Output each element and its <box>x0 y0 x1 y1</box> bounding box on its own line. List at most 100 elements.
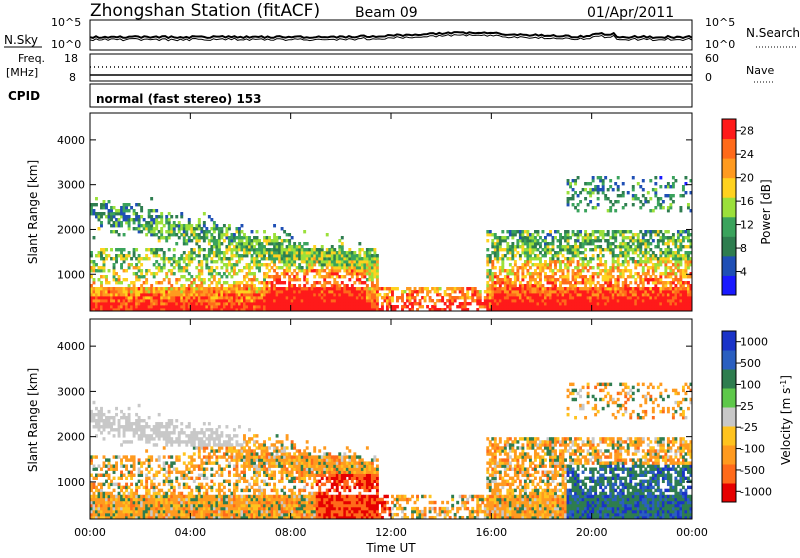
range-time-cell <box>248 290 251 293</box>
range-time-cell <box>639 287 642 290</box>
range-time-cell <box>667 266 670 269</box>
range-time-cell <box>617 230 620 233</box>
range-time-cell <box>258 266 261 269</box>
range-time-cell <box>519 236 522 239</box>
range-time-cell <box>293 302 296 305</box>
range-time-cell <box>519 281 522 284</box>
range-time-cell <box>687 290 690 293</box>
range-time-cell <box>572 248 575 251</box>
range-time-cell <box>125 215 128 218</box>
range-time-cell <box>163 492 166 495</box>
range-time-cell <box>120 464 123 467</box>
range-time-cell <box>644 263 647 266</box>
range-time-cell <box>100 467 103 470</box>
range-time-cell <box>105 471 108 474</box>
range-time-cell <box>178 290 181 293</box>
range-time-cell <box>128 209 131 212</box>
range-time-cell <box>243 293 246 296</box>
range-time-cell <box>311 302 314 305</box>
range-time-cell <box>351 296 354 299</box>
range-time-cell <box>153 302 156 305</box>
range-time-cell <box>98 495 101 498</box>
range-time-cell <box>308 257 311 260</box>
range-time-cell <box>406 287 409 290</box>
range-time-cell <box>306 305 309 308</box>
range-time-cell <box>667 239 670 242</box>
range-time-cell <box>348 257 351 260</box>
range-time-cell <box>647 266 650 269</box>
range-time-cell <box>238 290 241 293</box>
range-time-cell <box>276 290 279 293</box>
range-time-cell <box>128 227 131 230</box>
range-time-cell <box>652 263 655 266</box>
range-time-cell <box>273 245 276 248</box>
range-time-cell <box>291 257 294 260</box>
range-time-cell <box>110 501 113 504</box>
range-time-cell <box>617 194 620 197</box>
range-time-cell <box>273 284 276 287</box>
range-time-cell <box>316 251 319 254</box>
range-time-cell <box>597 257 600 260</box>
range-time-cell <box>155 458 158 461</box>
range-time-cell <box>281 254 284 257</box>
range-time-cell <box>115 455 118 458</box>
range-time-cell <box>225 236 228 239</box>
range-time-cell <box>220 296 223 299</box>
range-time-cell <box>567 191 570 194</box>
range-time-cell <box>501 230 504 233</box>
range-time-cell <box>582 296 585 299</box>
range-time-cell <box>246 284 249 287</box>
range-time-cell <box>559 245 562 248</box>
range-time-cell <box>652 269 655 272</box>
range-time-cell <box>479 293 482 296</box>
range-time-cell <box>118 293 121 296</box>
range-time-cell <box>662 239 665 242</box>
range-time-cell <box>667 182 670 185</box>
range-time-cell <box>619 233 622 236</box>
range-time-cell <box>617 299 620 302</box>
range-time-cell <box>145 425 148 428</box>
range-time-cell <box>614 260 617 263</box>
range-time-cell <box>657 281 660 284</box>
range-time-cell <box>511 254 514 257</box>
range-time-cell <box>363 260 366 263</box>
range-time-cell <box>589 302 592 305</box>
range-time-cell <box>356 260 359 263</box>
range-time-cell <box>564 248 567 251</box>
range-time-cell <box>165 437 168 440</box>
range-time-cell <box>283 293 286 296</box>
range-time-cell <box>195 239 198 242</box>
range-time-cell <box>326 281 329 284</box>
range-time-cell <box>341 242 344 245</box>
range-time-cell <box>195 290 198 293</box>
range-time-cell <box>220 299 223 302</box>
range-time-cell <box>609 272 612 275</box>
range-time-cell <box>562 236 565 239</box>
range-time-cell <box>108 293 111 296</box>
range-time-cell <box>421 290 424 293</box>
range-time-cell <box>103 501 106 504</box>
range-time-cell <box>248 245 251 248</box>
range-time-cell <box>401 290 404 293</box>
range-time-cell <box>677 236 680 239</box>
range-time-cell <box>108 513 111 516</box>
range-time-cell <box>118 290 121 293</box>
range-time-cell <box>276 242 279 245</box>
range-time-cell <box>165 257 168 260</box>
range-time-cell <box>173 227 176 230</box>
range-time-cell <box>574 281 577 284</box>
range-time-cell <box>557 230 560 233</box>
range-time-cell <box>306 257 309 260</box>
range-time-cell <box>100 407 103 410</box>
range-time-cell <box>619 242 622 245</box>
range-time-cell <box>579 230 582 233</box>
range-time-cell <box>338 290 341 293</box>
range-time-cell <box>163 483 166 486</box>
range-time-cell <box>125 206 128 209</box>
range-time-cell <box>514 245 517 248</box>
range-time-cell <box>634 248 637 251</box>
range-time-cell <box>173 221 176 224</box>
range-time-cell <box>208 278 211 281</box>
range-time-cell <box>609 266 612 269</box>
range-time-cell <box>614 266 617 269</box>
